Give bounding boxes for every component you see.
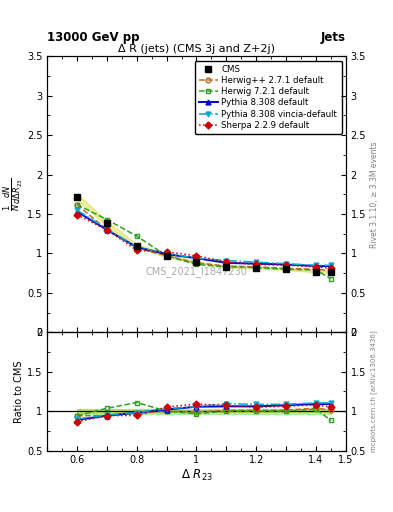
Sherpa 2.2.9 default xyxy=(75,212,79,218)
Herwig 7.2.1 default xyxy=(164,253,169,259)
Text: CMS_2021_I1847230: CMS_2021_I1847230 xyxy=(145,266,248,277)
Herwig++ 2.7.1 default xyxy=(284,265,288,271)
Sherpa 2.2.9 default xyxy=(254,262,259,268)
Line: Herwig 7.2.1 default: Herwig 7.2.1 default xyxy=(75,202,333,281)
Pythia 8.308 vincia-default xyxy=(254,259,259,265)
Y-axis label: mcplots.cern.ch [arXiv:1306.3436]: mcplots.cern.ch [arXiv:1306.3436] xyxy=(370,331,377,452)
Herwig++ 2.7.1 default xyxy=(194,260,199,266)
Herwig++ 2.7.1 default xyxy=(105,227,109,233)
Sherpa 2.2.9 default xyxy=(194,253,199,259)
Sherpa 2.2.9 default xyxy=(314,264,318,270)
Sherpa 2.2.9 default xyxy=(284,262,288,268)
CMS xyxy=(134,243,139,249)
Pythia 8.308 default xyxy=(224,260,229,266)
Sherpa 2.2.9 default xyxy=(224,259,229,265)
Herwig 7.2.1 default xyxy=(105,217,109,223)
X-axis label: $\Delta\ R_{23}$: $\Delta\ R_{23}$ xyxy=(181,468,212,483)
Legend: CMS, Herwig++ 2.7.1 default, Herwig 7.2.1 default, Pythia 8.308 default, Pythia : CMS, Herwig++ 2.7.1 default, Herwig 7.2.… xyxy=(195,60,342,134)
Herwig 7.2.1 default xyxy=(314,267,318,273)
Pythia 8.308 default xyxy=(164,251,169,258)
Pythia 8.308 vincia-default xyxy=(314,262,318,268)
Pythia 8.308 default xyxy=(194,255,199,261)
CMS xyxy=(224,264,229,270)
Title: Δ R (jets) (CMS 3j and Z+2j): Δ R (jets) (CMS 3j and Z+2j) xyxy=(118,44,275,54)
Herwig++ 2.7.1 default xyxy=(164,253,169,259)
CMS xyxy=(164,253,169,259)
Sherpa 2.2.9 default xyxy=(329,265,333,271)
Pythia 8.308 vincia-default xyxy=(284,261,288,267)
Pythia 8.308 default xyxy=(254,261,259,267)
Herwig++ 2.7.1 default xyxy=(254,264,259,270)
Pythia 8.308 default xyxy=(105,227,109,233)
Line: Sherpa 2.2.9 default: Sherpa 2.2.9 default xyxy=(75,212,333,271)
Herwig 7.2.1 default xyxy=(329,275,333,282)
Herwig 7.2.1 default xyxy=(194,262,199,268)
Line: Pythia 8.308 vincia-default: Pythia 8.308 vincia-default xyxy=(75,208,333,268)
Sherpa 2.2.9 default xyxy=(134,247,139,253)
Pythia 8.308 default xyxy=(329,263,333,269)
Herwig++ 2.7.1 default xyxy=(75,202,79,208)
Herwig 7.2.1 default xyxy=(224,264,229,270)
Sherpa 2.2.9 default xyxy=(164,249,169,255)
Pythia 8.308 vincia-default xyxy=(164,250,169,257)
Herwig 7.2.1 default xyxy=(75,202,79,208)
Pythia 8.308 default xyxy=(134,244,139,250)
Sherpa 2.2.9 default xyxy=(105,227,109,233)
Pythia 8.308 default xyxy=(75,208,79,215)
CMS xyxy=(284,266,288,272)
Herwig 7.2.1 default xyxy=(284,266,288,272)
Herwig 7.2.1 default xyxy=(134,233,139,239)
CMS xyxy=(75,194,79,200)
CMS xyxy=(254,265,259,271)
CMS xyxy=(105,220,109,226)
Herwig++ 2.7.1 default xyxy=(314,266,318,272)
Pythia 8.308 default xyxy=(314,263,318,269)
Herwig 7.2.1 default xyxy=(254,265,259,271)
CMS xyxy=(314,268,318,274)
Text: 13000 GeV pp: 13000 GeV pp xyxy=(47,31,140,44)
Y-axis label: $\frac{1}{N}\frac{dN}{d\Delta R_{23}}$: $\frac{1}{N}\frac{dN}{d\Delta R_{23}}$ xyxy=(2,178,26,211)
Line: Pythia 8.308 default: Pythia 8.308 default xyxy=(75,209,333,268)
Pythia 8.308 default xyxy=(284,262,288,268)
Pythia 8.308 vincia-default xyxy=(75,207,79,213)
Line: CMS: CMS xyxy=(74,194,334,275)
Pythia 8.308 vincia-default xyxy=(194,255,199,261)
Pythia 8.308 vincia-default xyxy=(134,244,139,250)
Pythia 8.308 vincia-default xyxy=(105,226,109,232)
Y-axis label: Rivet 3.1.10, ≥ 3.3M events: Rivet 3.1.10, ≥ 3.3M events xyxy=(370,141,379,248)
Text: Jets: Jets xyxy=(321,31,346,44)
Herwig++ 2.7.1 default xyxy=(134,245,139,251)
Line: Herwig++ 2.7.1 default: Herwig++ 2.7.1 default xyxy=(75,202,333,273)
CMS xyxy=(194,259,199,265)
Pythia 8.308 vincia-default xyxy=(329,262,333,268)
Herwig++ 2.7.1 default xyxy=(329,268,333,274)
Y-axis label: Ratio to CMS: Ratio to CMS xyxy=(14,360,24,423)
Pythia 8.308 vincia-default xyxy=(224,258,229,264)
Herwig++ 2.7.1 default xyxy=(224,263,229,269)
CMS xyxy=(329,268,333,274)
